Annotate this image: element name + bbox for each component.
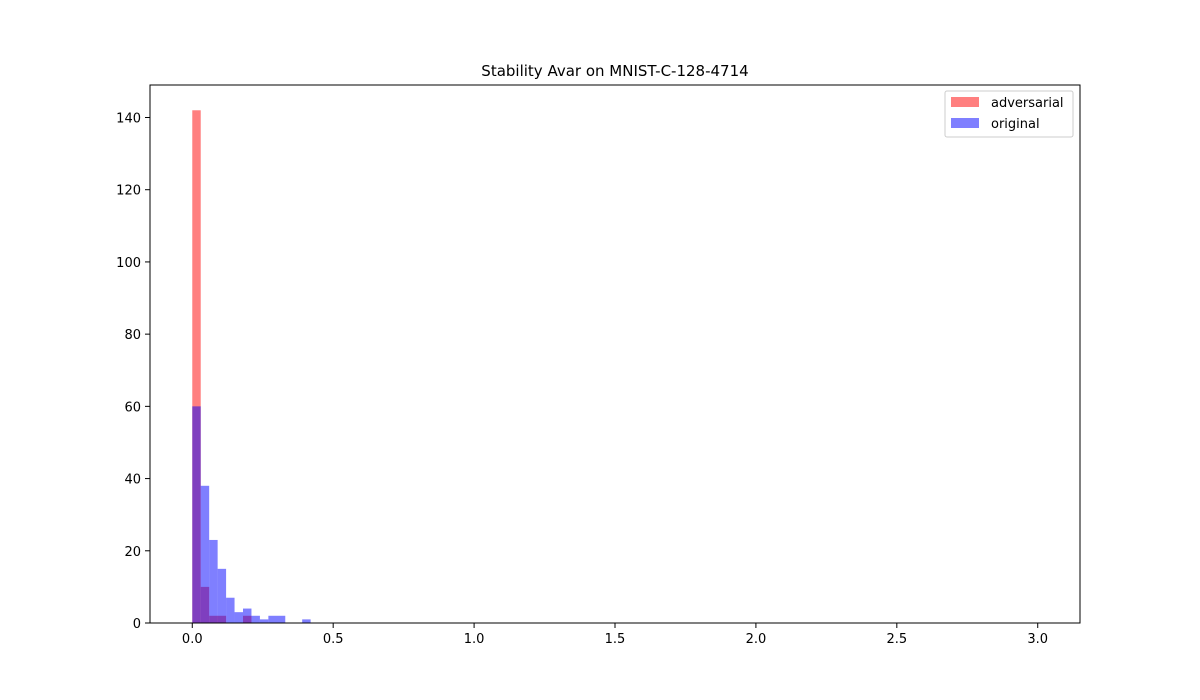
y-tick-label-5: 100 bbox=[116, 256, 141, 271]
bar-original-4 bbox=[226, 597, 235, 623]
x-axis-ticks: 0.0 0.5 1.0 1.5 2.0 2.5 3.0 bbox=[182, 623, 1048, 647]
bar-original-5 bbox=[234, 612, 243, 623]
bar-original-1 bbox=[200, 485, 210, 623]
y-tick-label-4: 80 bbox=[124, 328, 141, 343]
x-tick-label-5: 2.5 bbox=[886, 632, 907, 647]
y-tick-label-2: 40 bbox=[124, 473, 141, 488]
y-tick-label-6: 120 bbox=[116, 184, 141, 199]
bar-original-0 bbox=[192, 406, 201, 623]
y-tick-label-1: 20 bbox=[124, 545, 141, 560]
x-tick-label-6: 3.0 bbox=[1027, 632, 1048, 647]
bar-original-10 bbox=[302, 619, 311, 623]
y-tick-label-7: 140 bbox=[116, 111, 141, 126]
x-tick-label-4: 2.0 bbox=[746, 632, 767, 647]
legend-swatch-adversarial bbox=[951, 97, 979, 107]
x-tick-label-1: 0.5 bbox=[323, 632, 344, 647]
x-tick-label-0: 0.0 bbox=[182, 632, 203, 647]
legend-label-adversarial: adversarial bbox=[991, 96, 1064, 111]
bar-adversarial-0 bbox=[192, 110, 201, 624]
y-tick-label-3: 60 bbox=[124, 400, 141, 415]
bar-original-9 bbox=[268, 615, 286, 623]
bar-original-2 bbox=[209, 539, 218, 623]
y-tick-label-0: 0 bbox=[133, 617, 141, 632]
bar-original-3 bbox=[217, 568, 227, 623]
x-tick-label-3: 1.5 bbox=[605, 632, 626, 647]
chart-title: Stability Avar on MNIST-C-128-4714 bbox=[481, 62, 748, 80]
bars-group bbox=[192, 110, 311, 624]
y-axis-ticks: 0 20 40 60 80 100 120 140 bbox=[116, 111, 150, 632]
legend: adversarial original bbox=[944, 90, 1074, 138]
bar-original-7 bbox=[251, 615, 260, 623]
legend-label-original: original bbox=[991, 117, 1040, 132]
bar-original-8 bbox=[259, 619, 269, 623]
legend-swatch-original bbox=[951, 118, 979, 128]
bar-original-6 bbox=[243, 608, 252, 623]
x-tick-label-2: 1.0 bbox=[464, 632, 485, 647]
